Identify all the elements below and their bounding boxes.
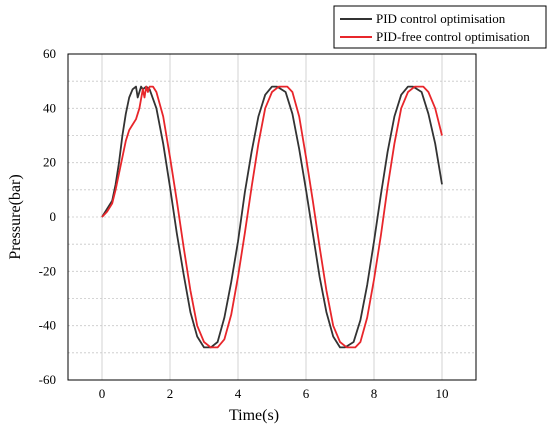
axis-ticks: 0 2 4 6 8 10 -60 -40 -20 0 20 40 60 xyxy=(39,46,449,401)
x-tick-label: 4 xyxy=(235,386,242,401)
x-axis-title: Time(s) xyxy=(229,407,279,424)
y-tick-label: 0 xyxy=(50,209,57,224)
legend-box xyxy=(333,5,547,49)
legend: PID control optimisation PID-free contro… xyxy=(333,5,547,49)
y-tick-label: 40 xyxy=(43,100,56,115)
x-tick-label: 2 xyxy=(167,386,174,401)
x-tick-label: 8 xyxy=(371,386,378,401)
y-axis-title: Pressure(bar) xyxy=(7,174,24,259)
y-tick-label: 60 xyxy=(43,46,56,61)
series-line-pid xyxy=(101,85,443,349)
legend-label-pid-free: PID-free control optimisation xyxy=(376,29,530,44)
series-lines xyxy=(101,85,443,349)
y-tick-label: -60 xyxy=(39,372,56,387)
plot-frame xyxy=(67,53,477,381)
legend-label-pid: PID control optimisation xyxy=(376,11,506,26)
y-tick-label: 20 xyxy=(43,155,56,170)
x-tick-label: 6 xyxy=(303,386,310,401)
y-tick-label: -40 xyxy=(39,318,56,333)
x-tick-label: 10 xyxy=(436,386,449,401)
x-tick-label: 0 xyxy=(99,386,106,401)
y-tick-label: -20 xyxy=(39,263,56,278)
series-line-pid-free xyxy=(101,85,443,349)
grid-lines xyxy=(68,53,476,381)
